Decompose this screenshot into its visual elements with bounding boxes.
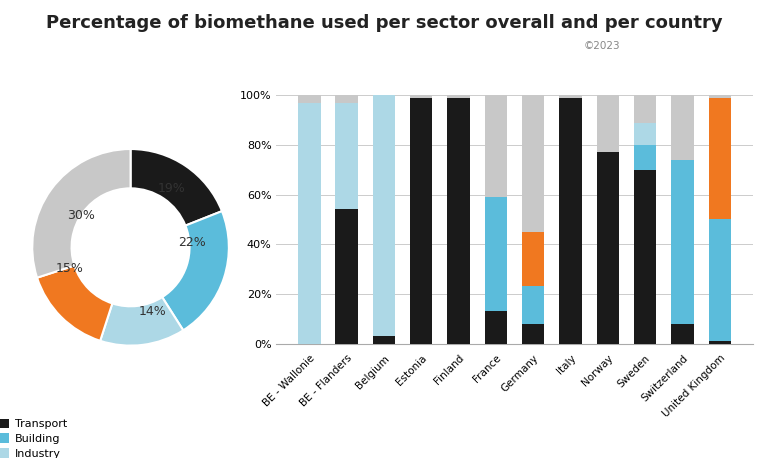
Bar: [559, 98, 581, 344]
Bar: [522, 324, 545, 344]
Wedge shape: [162, 211, 229, 330]
Text: 15%: 15%: [55, 262, 84, 275]
Bar: [485, 95, 507, 197]
Bar: [336, 209, 358, 344]
Bar: [336, 103, 358, 209]
Bar: [298, 95, 320, 103]
Bar: [522, 95, 545, 232]
Bar: [709, 95, 731, 98]
Bar: [372, 336, 396, 344]
Bar: [709, 341, 731, 344]
Bar: [671, 95, 694, 160]
Bar: [634, 170, 657, 344]
Bar: [410, 95, 432, 98]
Bar: [709, 219, 731, 341]
Bar: [709, 98, 731, 219]
Text: ©2023: ©2023: [584, 41, 621, 51]
Bar: [559, 95, 581, 98]
Text: 22%: 22%: [177, 236, 205, 249]
Bar: [597, 95, 619, 153]
Wedge shape: [100, 297, 184, 346]
Bar: [298, 103, 320, 344]
Wedge shape: [37, 266, 112, 341]
Wedge shape: [131, 149, 222, 226]
Bar: [634, 95, 657, 123]
Bar: [448, 98, 470, 344]
Bar: [597, 153, 619, 344]
Text: 30%: 30%: [68, 209, 95, 223]
Bar: [522, 286, 545, 324]
Bar: [448, 95, 470, 98]
Bar: [634, 123, 657, 145]
Bar: [634, 145, 657, 170]
Text: Percentage of biomethane used per sector overall and per country: Percentage of biomethane used per sector…: [45, 14, 723, 32]
Bar: [485, 311, 507, 344]
Bar: [372, 95, 396, 336]
Bar: [671, 160, 694, 324]
Bar: [410, 98, 432, 344]
Bar: [485, 197, 507, 311]
Legend: Transport, Building, Industry, Power, Unknown: Transport, Building, Industry, Power, Un…: [0, 414, 71, 458]
Bar: [522, 232, 545, 286]
Wedge shape: [32, 149, 131, 278]
Text: 14%: 14%: [138, 305, 166, 318]
Bar: [336, 95, 358, 103]
Text: 19%: 19%: [158, 182, 186, 195]
Bar: [671, 324, 694, 344]
